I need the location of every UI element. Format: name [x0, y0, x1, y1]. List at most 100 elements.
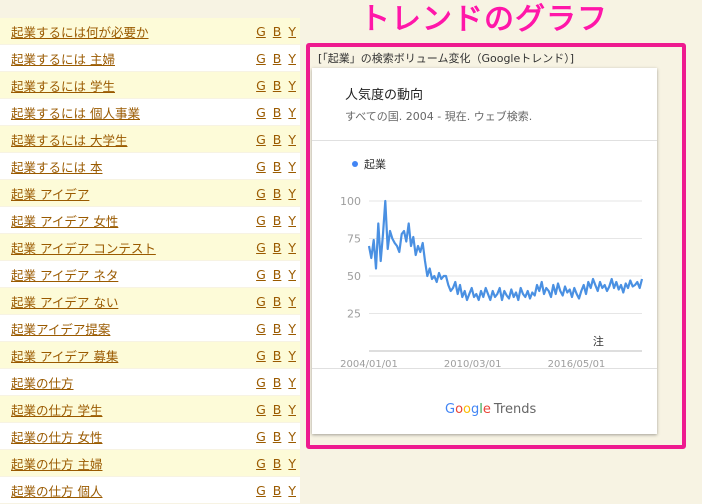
- keyword-link[interactable]: 起業の仕方 女性: [11, 429, 103, 445]
- search-b-link[interactable]: B: [272, 374, 282, 390]
- keyword-row: 起業 アイデア ない G B Y: [0, 288, 300, 315]
- x-tick-label: 2010/03/01: [444, 359, 502, 370]
- search-b-link[interactable]: B: [272, 50, 282, 66]
- keyword-link[interactable]: 起業の仕方 個人: [11, 483, 103, 499]
- search-y-link[interactable]: Y: [288, 266, 296, 282]
- search-b-link[interactable]: B: [272, 266, 282, 282]
- search-y-link[interactable]: Y: [288, 401, 296, 417]
- search-y-link[interactable]: Y: [288, 374, 296, 390]
- keyword-link[interactable]: 起業アイデア提案: [11, 321, 111, 337]
- search-g-link[interactable]: G: [256, 185, 266, 201]
- keyword-link[interactable]: 起業するには 本: [11, 159, 103, 175]
- search-b-link[interactable]: B: [272, 482, 282, 498]
- search-g-link[interactable]: G: [256, 104, 266, 120]
- search-y-link[interactable]: Y: [288, 23, 296, 39]
- search-g-link[interactable]: G: [256, 77, 266, 93]
- search-y-link[interactable]: Y: [288, 428, 296, 444]
- keyword-row: 起業するには 大学生 G B Y: [0, 126, 300, 153]
- search-g-link[interactable]: G: [256, 347, 266, 363]
- search-b-link[interactable]: B: [272, 185, 282, 201]
- chart-caption: [「起業」の検索ボリューム変化（Googleトレンド）]: [318, 52, 575, 65]
- search-b-link[interactable]: B: [272, 347, 282, 363]
- card-subtitle: すべての国. 2004 - 現在. ウェブ検索.: [345, 110, 533, 123]
- search-b-link[interactable]: B: [272, 428, 282, 444]
- search-b-link[interactable]: B: [272, 239, 282, 255]
- search-y-link[interactable]: Y: [288, 455, 296, 471]
- keyword-link[interactable]: 起業 アイデア 女性: [11, 213, 119, 229]
- keyword-link[interactable]: 起業の仕方: [11, 375, 74, 391]
- keyword-row: 起業 アイデア 女性 G B Y: [0, 207, 300, 234]
- search-y-link[interactable]: Y: [288, 158, 296, 174]
- keyword-list: 起業するには何が必要か G B Y 起業するには 主婦 G B Y 起業するには 学生 G B Y 起業…: [0, 18, 300, 504]
- search-b-link[interactable]: B: [272, 104, 282, 120]
- keyword-link[interactable]: 起業するには 主婦: [11, 51, 115, 67]
- search-y-link[interactable]: Y: [288, 293, 296, 309]
- keyword-link[interactable]: 起業 アイデア コンテスト: [11, 240, 156, 256]
- search-g-link[interactable]: G: [256, 50, 266, 66]
- search-g-link[interactable]: G: [256, 158, 266, 174]
- search-y-link[interactable]: Y: [288, 77, 296, 93]
- search-b-link[interactable]: B: [272, 320, 282, 336]
- search-y-link[interactable]: Y: [288, 104, 296, 120]
- search-g-link[interactable]: G: [256, 428, 266, 444]
- series-line: [367, 199, 644, 302]
- keyword-row: 起業するには 個人事業 G B Y: [0, 99, 300, 126]
- search-b-link[interactable]: B: [272, 401, 282, 417]
- search-b-link[interactable]: B: [272, 77, 282, 93]
- search-b-link[interactable]: B: [272, 23, 282, 39]
- search-b-link[interactable]: B: [272, 212, 282, 228]
- search-g-link[interactable]: G: [256, 455, 266, 471]
- search-y-link[interactable]: Y: [288, 239, 296, 255]
- search-y-link[interactable]: Y: [288, 482, 296, 498]
- search-g-link[interactable]: G: [256, 293, 266, 309]
- search-g-link[interactable]: G: [256, 266, 266, 282]
- keyword-row: 起業の仕方 女性 G B Y: [0, 423, 300, 450]
- search-y-link[interactable]: Y: [288, 320, 296, 336]
- search-g-link[interactable]: G: [256, 239, 266, 255]
- keyword-link[interactable]: 起業するには 学生: [11, 78, 115, 94]
- search-b-link[interactable]: B: [272, 158, 282, 174]
- search-g-link[interactable]: G: [256, 320, 266, 336]
- search-g-link[interactable]: G: [256, 374, 266, 390]
- keyword-link[interactable]: 起業の仕方 学生: [11, 402, 103, 418]
- search-y-link[interactable]: Y: [288, 131, 296, 147]
- search-g-link[interactable]: G: [256, 401, 266, 417]
- keyword-link[interactable]: 起業の仕方 主婦: [11, 456, 103, 472]
- trend-chart: 100 75 50 25 2004/01/01 2010/03/01 2016/05/01 注: [340, 195, 644, 370]
- keyword-row: 起業の仕方 G B Y: [0, 369, 300, 396]
- keyword-row: 起業するには 学生 G B Y: [0, 72, 300, 99]
- search-g-link[interactable]: G: [256, 212, 266, 228]
- search-y-link[interactable]: Y: [288, 212, 296, 228]
- chart-annotation: 注: [593, 334, 604, 348]
- y-tick-label: 50: [347, 270, 361, 283]
- keyword-row: 起業の仕方 主婦 G B Y: [0, 450, 300, 477]
- x-tick-label: 2016/05/01: [548, 359, 606, 370]
- keyword-row: 起業するには 主婦 G B Y: [0, 45, 300, 72]
- legend-label: 起業: [364, 158, 386, 171]
- search-b-link[interactable]: B: [272, 131, 282, 147]
- y-tick-label: 75: [347, 233, 361, 246]
- keyword-link[interactable]: 起業するには 個人事業: [11, 105, 140, 121]
- keyword-link[interactable]: 起業するには 大学生: [11, 132, 128, 148]
- search-b-link[interactable]: B: [272, 455, 282, 471]
- search-g-link[interactable]: G: [256, 23, 266, 39]
- keyword-link[interactable]: 起業 アイデア ネタ: [11, 267, 119, 283]
- search-g-link[interactable]: G: [256, 482, 266, 498]
- keyword-link[interactable]: 起業 アイデア ない: [11, 294, 119, 310]
- x-tick-label: 2004/01/01: [340, 359, 398, 370]
- search-g-link[interactable]: G: [256, 131, 266, 147]
- search-y-link[interactable]: Y: [288, 347, 296, 363]
- search-b-link[interactable]: B: [272, 293, 282, 309]
- search-y-link[interactable]: Y: [288, 50, 296, 66]
- keyword-link[interactable]: 起業 アイデア: [11, 186, 90, 202]
- keyword-link[interactable]: 起業 アイデア 募集: [11, 348, 119, 364]
- keyword-link[interactable]: 起業するには何が必要か: [11, 24, 149, 40]
- search-y-link[interactable]: Y: [288, 185, 296, 201]
